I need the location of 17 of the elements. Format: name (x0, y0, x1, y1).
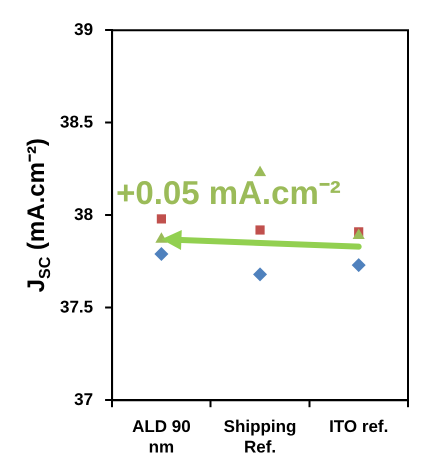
point (352, 228, 365, 240)
y-axis-title: JSC (mA.cm⁻²) (23, 138, 54, 292)
annotation: +0.05 mA.cm⁻² (116, 174, 341, 212)
x-tick-label: ALD 90 nm (132, 417, 191, 456)
point (352, 258, 366, 272)
point (156, 214, 166, 224)
x-tick-label: ITO ref. (329, 417, 388, 436)
y-tick-label: 38 (74, 204, 94, 224)
point (253, 267, 268, 282)
y-tick-label: 39 (74, 20, 94, 39)
point (154, 247, 168, 262)
y-tick-label: 37.5 (60, 297, 94, 316)
x-tick-label: Shipping Ref. (224, 417, 296, 456)
point (254, 166, 266, 176)
point (255, 225, 265, 235)
y-tick-label: 38.5 (60, 112, 94, 132)
y-tick-label: 37 (74, 390, 94, 409)
